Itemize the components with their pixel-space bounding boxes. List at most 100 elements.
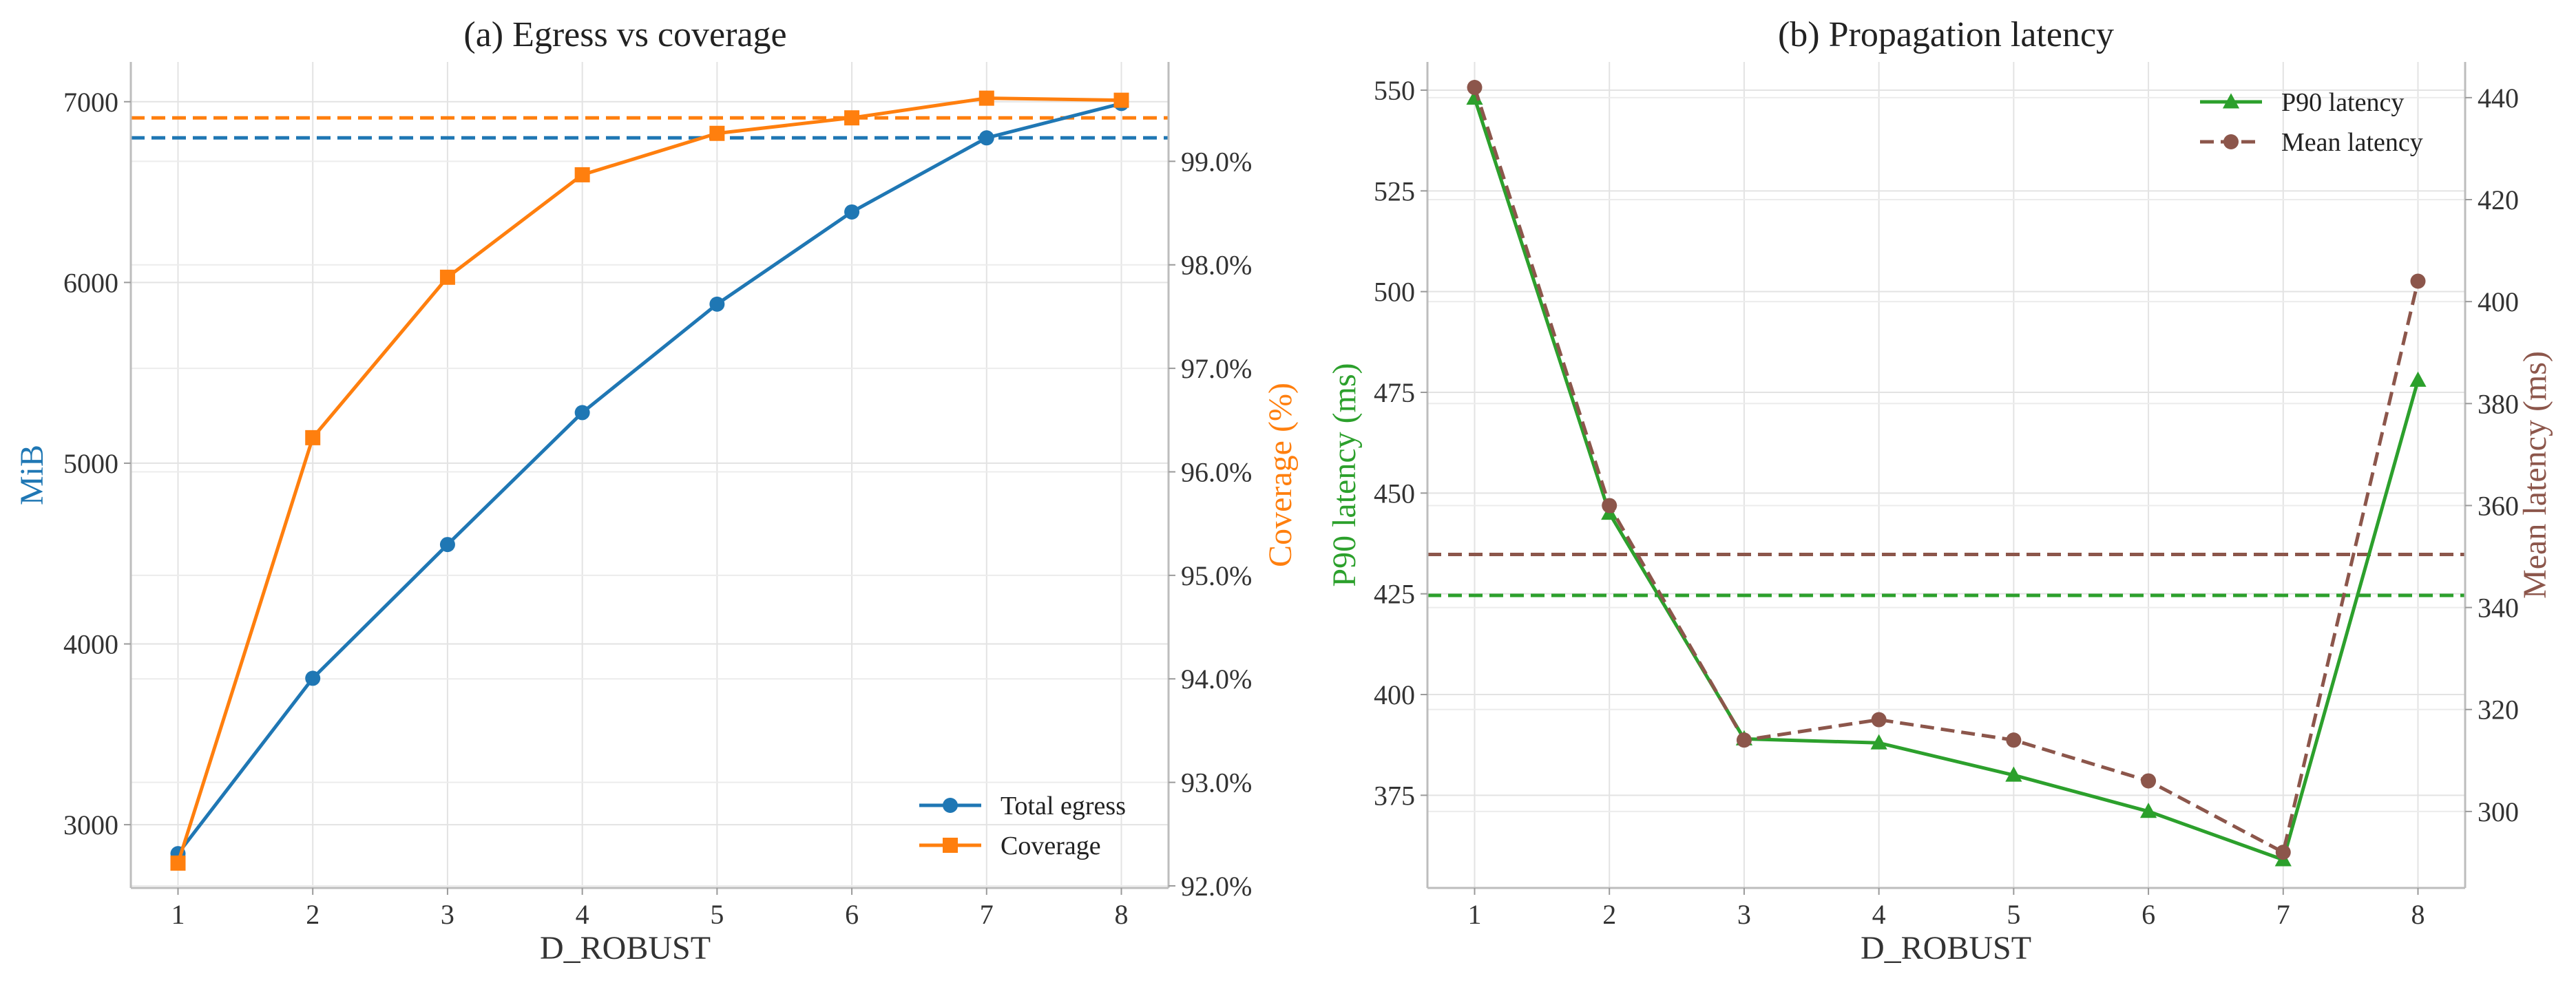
panel-b-x-axis-label: D_ROBUST: [1861, 930, 2031, 966]
panel-a-reference-lines: [131, 116, 1169, 140]
panel-a-left-axis-label: MiB: [14, 445, 50, 505]
panel-a-tick-labels: 1 2 3 4 5 6 7 8 3000 4000 5000 6000 7000 92.0% 93.0% 94…: [63, 87, 1252, 930]
panel-b-legend: P90 latency Mean latency: [2200, 88, 2423, 157]
y2-tick-label: 92.0%: [1181, 871, 1252, 902]
y2-tick-label: 440: [2478, 83, 2519, 114]
y-tick-label: 400: [1374, 679, 1415, 710]
legend-swatch-marker-1: [943, 798, 958, 813]
x-tick-label: 4: [576, 899, 589, 930]
y2-tick-label: 93.0%: [1181, 767, 1252, 798]
legend-label-1: P90 latency: [2281, 88, 2404, 117]
panel-a-title: (a) Egress vs coverage: [463, 15, 786, 54]
y-tick-label: 6000: [63, 267, 118, 298]
data-point-series-2: [2006, 732, 2022, 748]
x-tick-label: 7: [2276, 899, 2290, 930]
series-line-2: [176, 96, 1122, 864]
x-tick-label: 8: [2411, 899, 2425, 930]
y2-tick-label: 98.0%: [1181, 250, 1252, 281]
series-line-2: [1473, 87, 2420, 854]
data-point-series-1: [1466, 89, 1483, 105]
data-point-series-2: [2410, 273, 2426, 289]
data-point-series-2: [305, 430, 321, 445]
data-point-series-2: [1113, 92, 1129, 108]
y2-tick-label: 400: [2478, 286, 2519, 317]
panel-a-right-axis-label: Coverage (%): [1262, 383, 1299, 567]
data-point-series-1: [2139, 803, 2157, 818]
y-tick-label: 5000: [63, 448, 118, 479]
y-tick-label: 7000: [63, 87, 118, 118]
panel-a-gridlines: [131, 62, 1169, 888]
y2-tick-label: 380: [2478, 388, 2519, 419]
data-point-series-1: [2409, 371, 2427, 387]
legend-swatch-marker-2: [2223, 134, 2239, 149]
panel-propagation-latency: (b) Propagation latency 1 2 3 4 5 6 7 8 375 400 42…: [1326, 15, 2553, 966]
data-point-series-2: [844, 110, 860, 126]
series-line-1: [1473, 97, 2420, 862]
panel-b-tick-labels: 1 2 3 4 5 6 7 8 375 400 425 450 475 500 525 550 300 320 34…: [1374, 75, 2519, 930]
panel-b-axes: [1421, 62, 2472, 895]
y2-tick-label: 95.0%: [1181, 560, 1252, 591]
x-tick-label: 2: [1602, 899, 1616, 930]
x-tick-label: 3: [1737, 899, 1751, 930]
x-tick-label: 6: [2142, 899, 2155, 930]
x-tick-label: 3: [441, 899, 454, 930]
panel-a-axes: [124, 62, 1175, 895]
data-point-series-1: [2005, 766, 2022, 782]
x-tick-label: 1: [171, 899, 185, 930]
y-tick-label: 3000: [63, 809, 118, 840]
y-tick-label: 475: [1374, 377, 1415, 408]
data-point-series-1: [574, 405, 590, 421]
panel-a-x-axis-label: D_ROBUST: [540, 930, 711, 966]
data-point-series-2: [709, 125, 725, 141]
data-point-series-1: [978, 130, 994, 146]
y-tick-label: 4000: [63, 629, 118, 660]
data-point-series-2: [439, 269, 455, 285]
x-tick-label: 5: [710, 899, 724, 930]
legend-swatch-marker-1: [2222, 93, 2240, 109]
y-tick-label: 450: [1374, 478, 1415, 509]
y2-tick-label: 340: [2478, 593, 2519, 624]
data-point-series-2: [574, 167, 590, 182]
data-point-series-2: [1736, 732, 1752, 748]
data-point-series-2: [1602, 498, 1617, 513]
y-tick-label: 375: [1374, 780, 1415, 811]
panel-b-right-axis-label: Mean latency (ms): [2517, 351, 2553, 599]
panel-a-series: [170, 90, 1129, 871]
legend-label-2: Mean latency: [2281, 128, 2423, 157]
panel-b-title: (b) Propagation latency: [1778, 15, 2114, 54]
data-point-series-1: [439, 537, 455, 553]
data-point-series-2: [2141, 773, 2157, 789]
x-tick-label: 5: [2007, 899, 2020, 930]
y-tick-label: 525: [1374, 176, 1415, 206]
data-point-series-1: [844, 204, 860, 220]
y2-tick-label: 96.0%: [1181, 456, 1252, 487]
data-point-series-2: [2275, 845, 2291, 860]
panel-b-left-axis-label: P90 latency (ms): [1326, 363, 1363, 586]
data-point-series-1: [1870, 734, 1887, 750]
legend-label-2: Coverage: [1001, 832, 1101, 860]
y-tick-label: 500: [1374, 277, 1415, 308]
x-tick-label: 6: [845, 899, 859, 930]
y-tick-label: 425: [1374, 579, 1415, 610]
y2-tick-label: 300: [2478, 796, 2519, 827]
y2-tick-label: 320: [2478, 695, 2519, 725]
panel-a-legend: Total egress Coverage: [919, 792, 1126, 860]
y2-tick-label: 94.0%: [1181, 664, 1252, 695]
data-point-series-2: [1871, 712, 1887, 728]
y2-tick-label: 360: [2478, 490, 2519, 521]
y2-tick-label: 420: [2478, 184, 2519, 215]
series-line-1: [176, 101, 1122, 855]
x-tick-label: 2: [306, 899, 320, 930]
data-point-series-2: [978, 90, 994, 106]
legend-swatch-marker-2: [943, 838, 958, 853]
data-point-series-1: [709, 296, 725, 312]
data-point-series-1: [305, 670, 321, 686]
panel-b-series: [1466, 80, 2427, 867]
data-point-series-2: [170, 855, 186, 871]
x-tick-label: 1: [1468, 899, 1482, 930]
y2-tick-label: 99.0%: [1181, 146, 1252, 177]
panel-egress-coverage: (a) Egress vs coverage 1 2 3 4 5 6 7 8 3000 4000 5…: [14, 15, 1299, 966]
x-tick-label: 8: [1115, 899, 1129, 930]
panel-b-gridlines: [1427, 62, 2465, 888]
